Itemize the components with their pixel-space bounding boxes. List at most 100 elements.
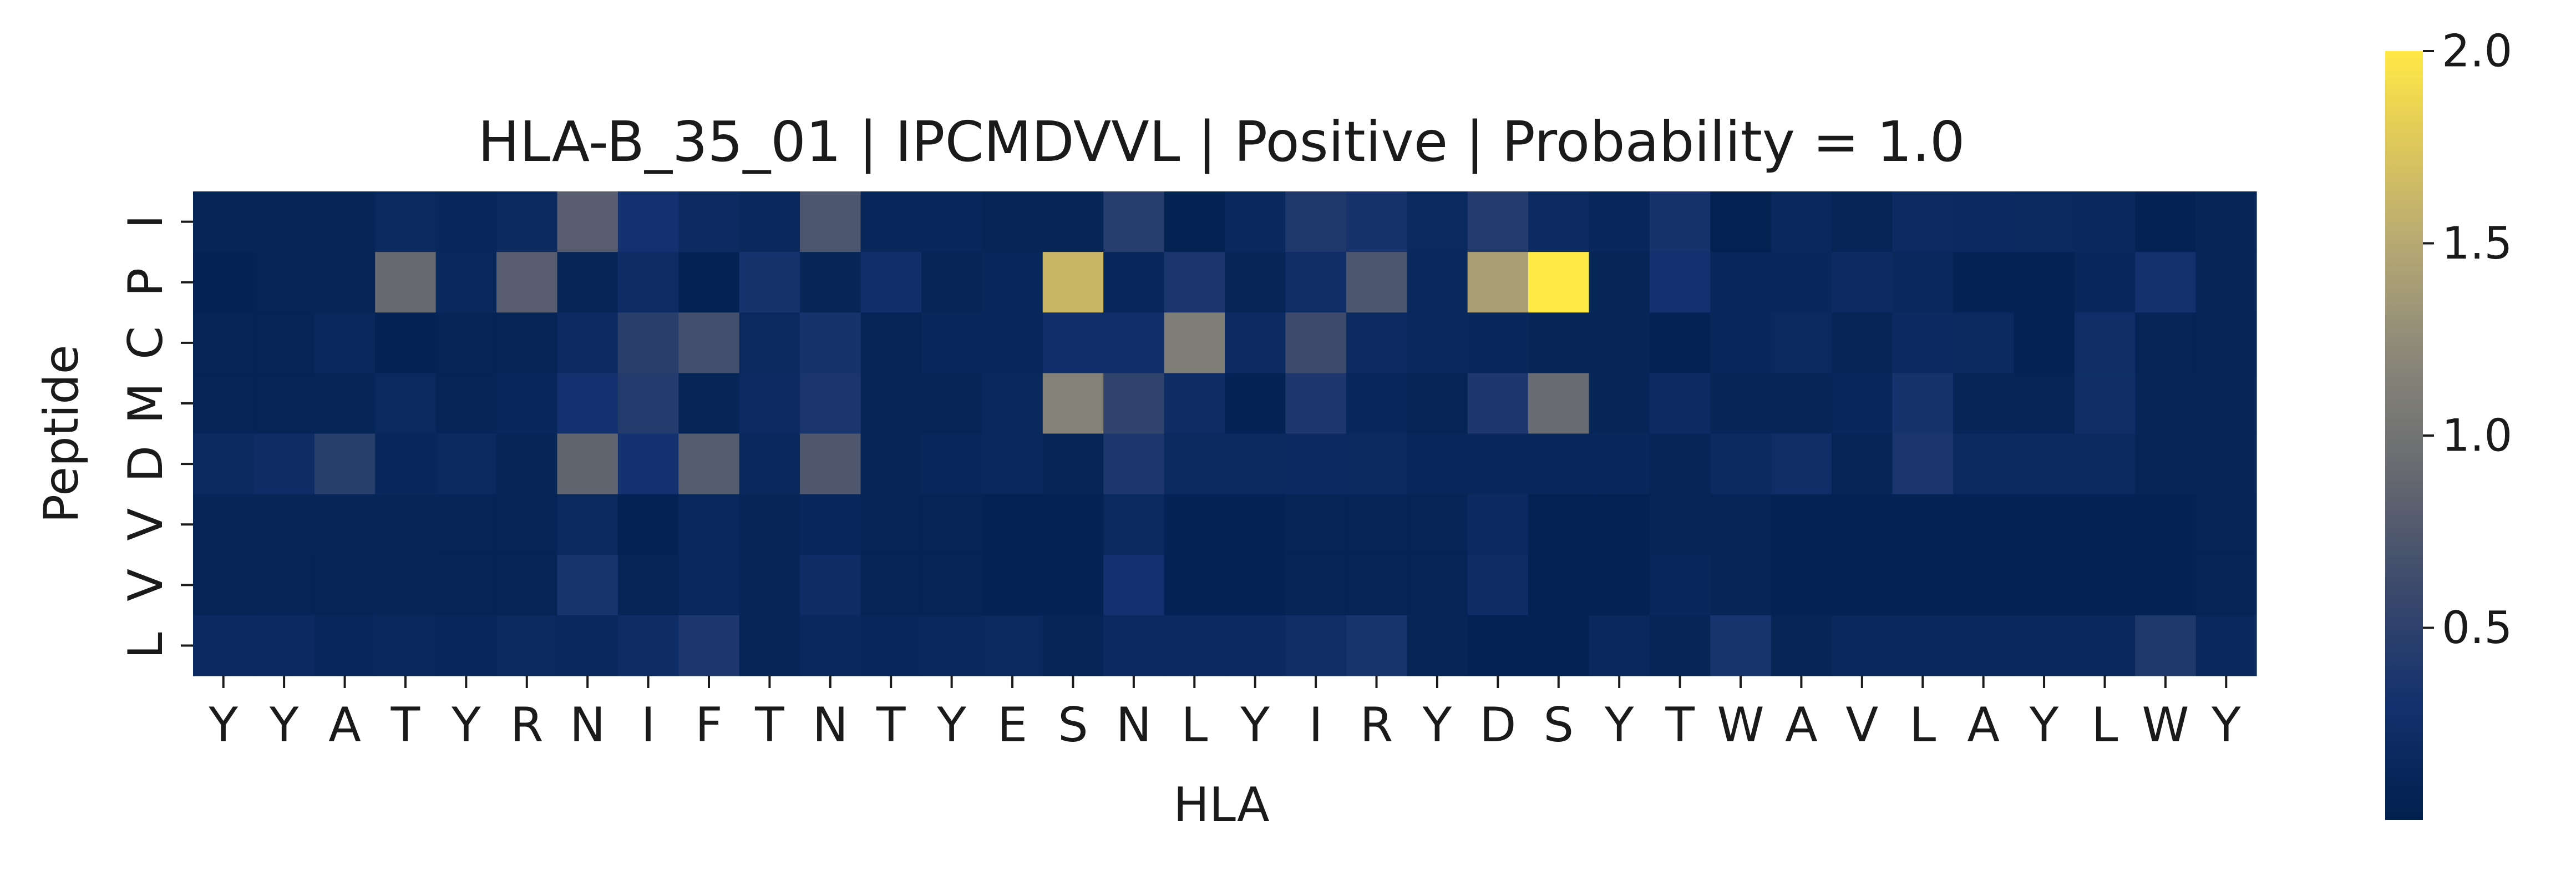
heatmap-cell [1649, 494, 1711, 555]
heatmap-cell [1285, 373, 1347, 434]
heatmap-cell [1892, 312, 1954, 373]
x-tick-label: Y [1240, 697, 1270, 753]
heatmap-cell [800, 615, 861, 676]
x-tick-label: Y [451, 697, 481, 753]
heatmap-cell [375, 191, 437, 252]
heatmap-cell [1407, 494, 1468, 555]
heatmap-cell [1103, 373, 1165, 434]
heatmap-cell [678, 494, 740, 555]
heatmap-cell [1285, 615, 1347, 676]
heatmap-cell [1164, 191, 1225, 252]
heatmap-cell [1832, 373, 1893, 434]
heatmap-cell [375, 252, 437, 313]
heatmap-cell [557, 554, 618, 616]
heatmap-cell [2195, 554, 2257, 616]
heatmap-cell [1589, 494, 1650, 555]
heatmap-cell [1346, 312, 1407, 373]
heatmap-cell [982, 191, 1043, 252]
heatmap-cell [921, 312, 982, 373]
y-tick-label: I [118, 215, 174, 229]
heatmap-cell [193, 373, 255, 434]
heatmap-cell [678, 312, 740, 373]
heatmap-cell [739, 252, 800, 313]
heatmap-cell [1649, 373, 1711, 434]
heatmap-cell [557, 191, 618, 252]
heatmap-cell [1164, 373, 1225, 434]
heatmap-cell [1103, 554, 1165, 616]
heatmap-cell [921, 554, 982, 616]
heatmap-cell [1771, 373, 1832, 434]
heatmap-cell [2074, 494, 2136, 555]
heatmap-cell [1589, 615, 1650, 676]
heatmap-cell [1892, 615, 1954, 676]
heatmap-cell [2135, 373, 2197, 434]
heatmap-cell [314, 554, 376, 616]
heatmap-cell [1771, 252, 1832, 313]
heatmap-cell [1832, 252, 1893, 313]
heatmap-cell [1528, 494, 1590, 555]
x-tick-label: Y [2211, 697, 2241, 753]
x-tick-label: Y [1604, 697, 1634, 753]
heatmap-cell [496, 312, 558, 373]
heatmap-cell [253, 615, 315, 676]
heatmap-cell [557, 252, 618, 313]
heatmap-cell [617, 494, 679, 555]
heatmap-cell [860, 554, 922, 616]
heatmap-cell [1892, 433, 1954, 495]
heatmap-cell [860, 252, 922, 313]
colorbar-tick-label: 2.0 [2442, 26, 2512, 77]
heatmap-cell [435, 373, 497, 434]
heatmap-cell [1771, 615, 1832, 676]
heatmap-cell [1892, 554, 1954, 616]
heatmap-cell [2195, 494, 2257, 555]
heatmap-cell [678, 373, 740, 434]
heatmap-cell [2195, 373, 2257, 434]
heatmap-cell [2135, 494, 2197, 555]
heatmap-cell [982, 615, 1043, 676]
heatmap-cell [739, 554, 800, 616]
heatmap-cell [739, 191, 800, 252]
heatmap-cell [2135, 554, 2197, 616]
heatmap-cell [1710, 554, 1772, 616]
heatmap-cell [496, 252, 558, 313]
heatmap-cell [1589, 554, 1650, 616]
heatmap-cell [557, 433, 618, 495]
x-tick-label: V [1845, 697, 1878, 753]
heatmap-cell [1953, 312, 2014, 373]
heatmap-cell [496, 615, 558, 676]
heatmap-cell [982, 433, 1043, 495]
x-tick-label: I [1309, 697, 1322, 753]
heatmap-cell [1103, 312, 1165, 373]
heatmap-cell [1346, 615, 1407, 676]
heatmap-cell [617, 433, 679, 495]
heatmap-cell [800, 252, 861, 313]
heatmap-cell [496, 191, 558, 252]
x-tick-label: Y [1422, 697, 1452, 753]
heatmap-cell [1407, 373, 1468, 434]
heatmap-cell [1832, 554, 1893, 616]
y-tick-label: V [118, 508, 174, 541]
heatmap-cell [800, 494, 861, 555]
y-axis-ticks: IPCMDVVL [118, 215, 193, 659]
x-tick-label: R [1360, 697, 1393, 753]
heatmap-cell [314, 252, 376, 313]
heatmap-cell [1285, 433, 1347, 495]
heatmap-cell [557, 373, 618, 434]
heatmap-cell [1225, 373, 1286, 434]
heatmap-cell [1771, 312, 1832, 373]
colorbar-tick-label: 1.0 [2442, 410, 2512, 462]
heatmap-cell [1649, 554, 1711, 616]
heatmap-cell [1285, 252, 1347, 313]
heatmap-cell [2135, 252, 2197, 313]
heatmap-cell [435, 312, 497, 373]
heatmap-cell [253, 312, 315, 373]
heatmap-cell [1832, 312, 1893, 373]
heatmap-cell [1407, 252, 1468, 313]
heatmap-cell [2074, 433, 2136, 495]
heatmap-cell [1528, 252, 1590, 313]
heatmap-cell [1225, 615, 1286, 676]
heatmap-cell [375, 373, 437, 434]
colorbar-tick-label: 1.5 [2442, 218, 2512, 269]
